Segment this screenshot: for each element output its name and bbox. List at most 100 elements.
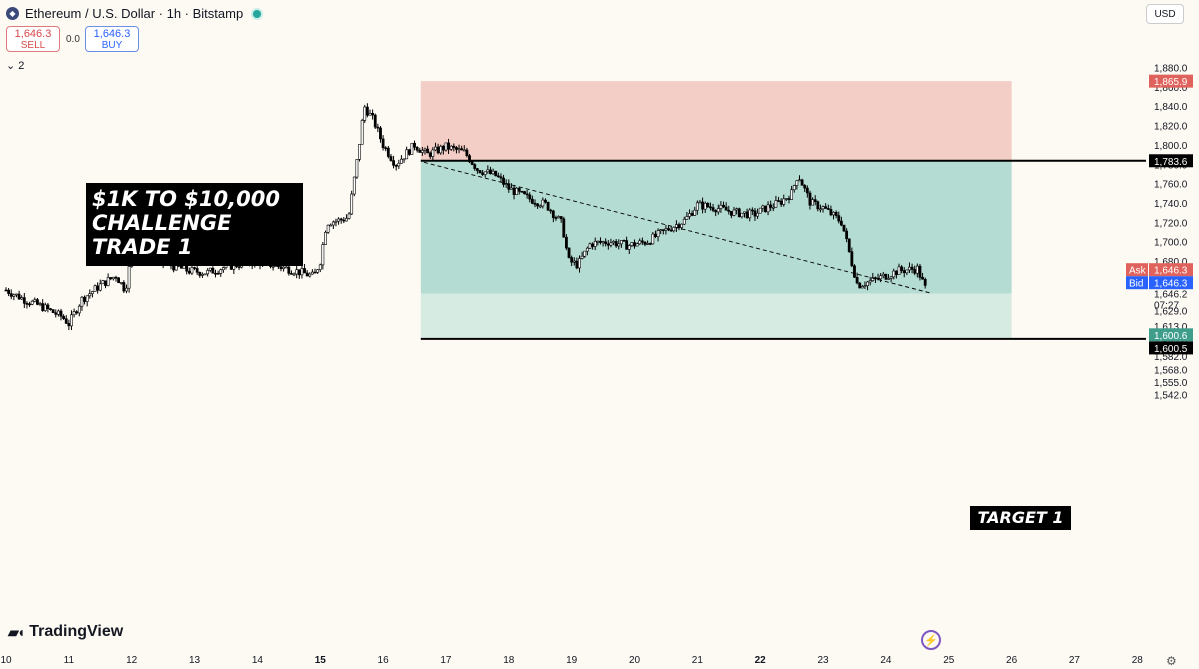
candle-body: [72, 311, 76, 316]
candle-body: [625, 240, 629, 250]
candle-body: [211, 267, 215, 274]
symbol-header[interactable]: ◆ Ethereum / U.S. Dollar · 1h · Bitstamp: [6, 6, 262, 21]
candle-body: [109, 277, 113, 280]
candle-body: [392, 160, 395, 166]
candle-body: [690, 213, 694, 216]
candle-body: [813, 199, 817, 202]
candle-body: [30, 300, 34, 305]
candle-body: [376, 126, 380, 129]
currency-label: USD: [1154, 8, 1176, 20]
candle-body: [648, 243, 652, 245]
candle-body: [774, 200, 778, 208]
tradingview-logo[interactable]: ▰◖ TradingView: [8, 623, 123, 641]
indicators-toggle[interactable]: ⌄ 2: [6, 59, 24, 72]
candle-body: [481, 172, 485, 175]
candle-body: [575, 260, 579, 269]
candle-body: [740, 212, 744, 218]
candle-body: [122, 282, 126, 292]
candle-body: [839, 220, 843, 226]
x-tick-label: 16: [378, 655, 390, 666]
candle-body: [352, 176, 356, 195]
candle-body: [201, 273, 204, 276]
profit-zone-remaining: [420, 293, 1012, 338]
candle-body: [711, 207, 715, 211]
candle-body: [310, 271, 314, 275]
candle-body: [601, 241, 605, 244]
candle-body: [350, 193, 354, 215]
candle-body: [570, 257, 574, 263]
candle-body: [604, 241, 608, 245]
candle-body: [764, 205, 767, 213]
candle-body: [528, 194, 532, 200]
candle-body: [680, 223, 684, 228]
candle-body: [38, 303, 42, 305]
candle-body: [475, 168, 479, 171]
candle-body: [418, 149, 422, 153]
candle-body: [884, 273, 888, 280]
candle-countdown: 07:27: [1154, 301, 1179, 312]
candle-body: [12, 294, 16, 297]
candle-body: [769, 204, 773, 208]
candle-body: [180, 265, 183, 269]
currency-selector[interactable]: USD: [1146, 4, 1184, 24]
candle-body: [779, 200, 783, 205]
candle-body: [489, 169, 492, 175]
candle-body: [758, 207, 762, 214]
x-tick-label: 17: [440, 655, 452, 666]
candle-body: [554, 217, 558, 219]
x-tick-label: 14: [252, 655, 264, 666]
x-tick-label: 12: [126, 655, 138, 666]
candle-body: [507, 183, 511, 190]
candle-body: [612, 241, 615, 244]
candle-body: [334, 220, 338, 223]
candle-body: [748, 209, 752, 219]
sell-button[interactable]: 1,646.3 SELL: [6, 26, 60, 52]
y-tick-label: 1,555.0: [1154, 378, 1188, 389]
candle-body: [614, 241, 618, 247]
candle-body: [85, 295, 89, 302]
candle-body: [871, 277, 875, 281]
candle-body: [305, 272, 309, 277]
candle-body: [795, 180, 799, 186]
candle-body: [811, 199, 814, 206]
candle-body: [439, 146, 443, 154]
candle-body: [486, 169, 490, 173]
candle-body: [373, 114, 377, 128]
candle-body: [54, 312, 58, 315]
tradingview-wordmark: TradingView: [29, 623, 124, 640]
candle-body: [523, 191, 526, 195]
candle-body: [845, 230, 849, 240]
candle-body: [93, 285, 97, 292]
candle-body: [771, 206, 775, 209]
target-price-tag: 1,600.6: [1154, 331, 1188, 342]
candle-body: [881, 273, 885, 277]
buy-button[interactable]: 1,646.3 BUY: [85, 26, 139, 52]
x-tick-label: 26: [1006, 655, 1018, 666]
gear-icon[interactable]: ⚙: [1166, 654, 1177, 668]
candle-body: [478, 170, 482, 174]
candle-body: [557, 216, 560, 219]
candle-body: [826, 208, 830, 210]
y-tick-label: 1,800.0: [1154, 141, 1188, 152]
candle-body: [400, 158, 403, 164]
x-tick-label: 13: [189, 655, 201, 666]
candle-body: [716, 208, 720, 213]
candle-body: [609, 242, 613, 246]
candle-body: [297, 269, 301, 276]
candle-body: [803, 185, 807, 189]
candle-body: [805, 187, 809, 194]
y-tick-label: 1,646.2: [1154, 290, 1188, 301]
candle-body: [17, 293, 21, 300]
y-tick-label: 1,720.0: [1154, 218, 1188, 229]
ask-price-tag-bg: [1149, 263, 1193, 277]
candle-body: [22, 297, 26, 304]
lightning-icon[interactable]: ⚡: [921, 630, 941, 650]
candle-body: [876, 277, 880, 280]
candle-body: [719, 204, 723, 209]
candle-body: [816, 201, 820, 210]
y-tick-label: 1,568.0: [1154, 365, 1188, 376]
candle-body: [67, 323, 71, 327]
candle-body: [43, 304, 47, 311]
candle-body: [510, 187, 513, 190]
